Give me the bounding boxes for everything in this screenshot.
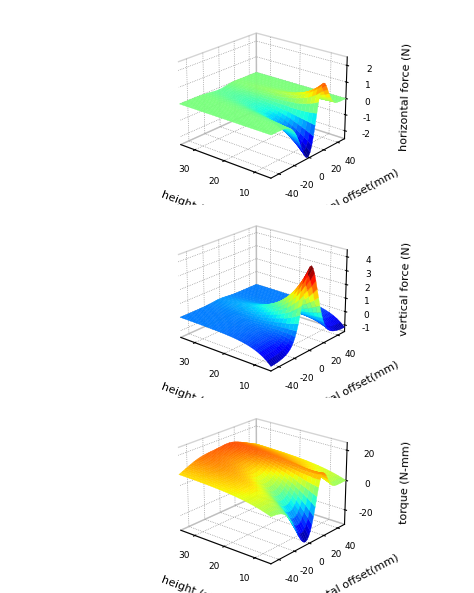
X-axis label: height (mm): height (mm) xyxy=(160,189,229,223)
X-axis label: height (mm): height (mm) xyxy=(160,382,229,416)
X-axis label: height (mm): height (mm) xyxy=(160,575,229,593)
Y-axis label: horizontal offset(mm): horizontal offset(mm) xyxy=(288,552,400,593)
Y-axis label: horizontal offset(mm): horizontal offset(mm) xyxy=(288,359,400,426)
Y-axis label: horizontal offset(mm): horizontal offset(mm) xyxy=(288,167,400,233)
